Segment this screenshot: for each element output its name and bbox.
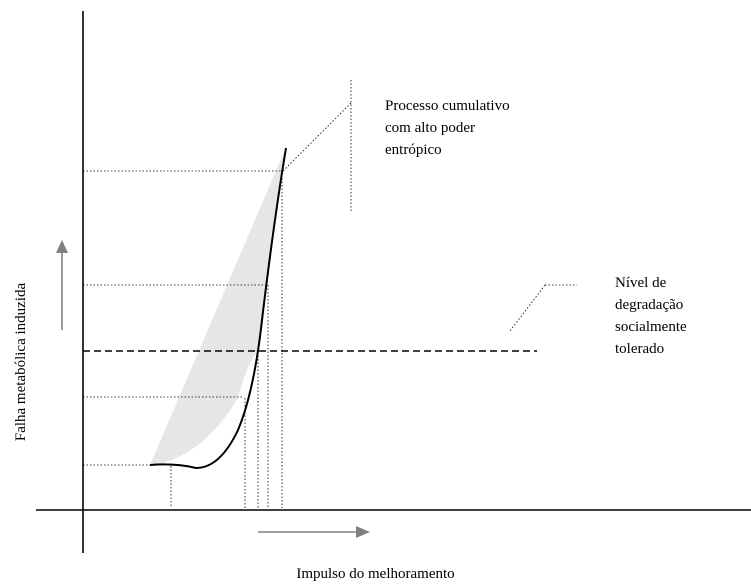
annotation-cumulative-line-3: entrópico xyxy=(385,142,442,158)
y-axis-label: Falha metabólica induzida xyxy=(13,282,29,442)
annotation-tolerance-line-4: tolerado xyxy=(615,341,665,357)
annotation-cumulative-line-1: Processo cumulativo xyxy=(385,98,510,114)
shaded-wedge xyxy=(150,152,284,465)
annotation-cumulative: Processo cumulativo com alto poder entró… xyxy=(385,95,510,161)
y-direction-arrow xyxy=(56,240,68,330)
annotation-tolerance: Nível de degradação socialmente tolerado xyxy=(615,272,687,360)
annotation-tolerance-line-1: Nível de xyxy=(615,275,667,291)
cumulative-curve xyxy=(149,147,287,470)
annotation-cumulative-line-2: com alto poder xyxy=(385,120,475,136)
leader-tolerance-diagonal xyxy=(509,284,546,332)
x-direction-arrow xyxy=(258,526,370,538)
annotation-leaders xyxy=(282,80,577,332)
x-axis-label: Impulso do melhoramento xyxy=(296,566,455,582)
leader-cumulative-diagonal xyxy=(282,102,352,172)
horizontal-guides xyxy=(83,170,282,466)
vertical-guides xyxy=(170,171,283,508)
annotation-tolerance-line-2: degradação xyxy=(615,297,684,313)
annotation-tolerance-line-3: socialmente xyxy=(615,319,687,335)
